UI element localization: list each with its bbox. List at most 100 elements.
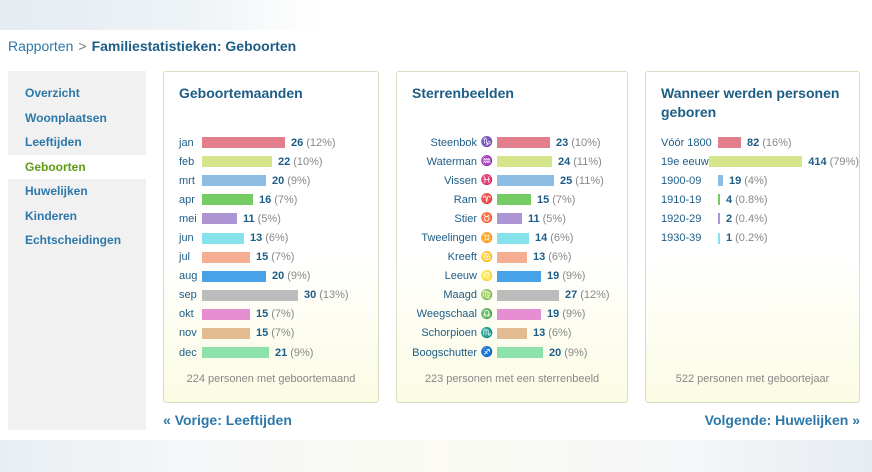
zodiac-panel-title: Sterrenbeelden [412, 84, 617, 103]
periods-row-percent: (0.8%) [735, 194, 767, 206]
zodiac-row-value: 24 [558, 156, 570, 168]
months-row-value: 26 [291, 137, 303, 149]
zodiac-row-label: Leeuw [397, 270, 477, 282]
zodiac-row-percent: (12%) [580, 289, 609, 301]
months-row: mrt 20 (9%) [164, 171, 378, 190]
zodiac-row-percent: (9%) [562, 270, 585, 282]
periods-row-value: 1 [726, 232, 732, 244]
months-row-value: 30 [304, 289, 316, 301]
periods-bar [709, 156, 803, 167]
zodiac-row-label: Maagd [397, 289, 477, 301]
aries-icon: ♈ [477, 194, 497, 205]
zodiac-bar [497, 328, 527, 339]
zodiac-bar [497, 233, 529, 244]
zodiac-row: Maagd ♍ 27 (12%) [397, 286, 627, 305]
periods-row: 19e eeuw 414 (79%) [646, 152, 859, 171]
breadcrumb-root-link[interactable]: Rapporten [8, 38, 73, 54]
periods-row-value: 4 [726, 194, 732, 206]
periods-row-value: 82 [747, 137, 759, 149]
months-row-label: mei [164, 213, 202, 225]
zodiac-row: Steenbok ♑ 23 (10%) [397, 133, 627, 152]
months-row-label: aug [164, 270, 202, 282]
bottom-blur-strip [0, 440, 872, 472]
zodiac-row-percent: (9%) [562, 308, 585, 320]
zodiac-row-label: Stier [397, 213, 477, 225]
months-row-label: mrt [164, 175, 202, 187]
months-row-percent: (13%) [319, 289, 348, 301]
months-row-label: apr [164, 194, 202, 206]
periods-bar [718, 233, 720, 244]
sidebar-item-woonplaatsen[interactable]: Woonplaatsen [8, 106, 146, 131]
periods-row: 1900-09 19 (4%) [646, 171, 859, 190]
periods-row-value: 2 [726, 213, 732, 225]
months-row-value: 15 [256, 327, 268, 339]
zodiac-row-percent: (6%) [550, 232, 573, 244]
months-row-value: 11 [243, 213, 255, 225]
sidebar-item-huwelijken[interactable]: Huwelijken [8, 179, 146, 204]
periods-bar [718, 194, 720, 205]
months-bar [202, 290, 298, 301]
months-row-percent: (9%) [287, 270, 310, 282]
zodiac-row-value: 20 [549, 347, 561, 359]
months-row-value: 22 [278, 156, 290, 168]
periods-bar [718, 137, 741, 148]
zodiac-row-label: Schorpioen [397, 327, 477, 339]
periods-panel-footer: 522 personen met geboortejaar [646, 373, 859, 385]
months-row: sep 30 (13%) [164, 286, 378, 305]
periods-panel-title: Wanneer werden personen geboren [661, 84, 849, 122]
months-bar [202, 309, 250, 320]
zodiac-row-value: 19 [547, 308, 559, 320]
months-row-value: 15 [256, 308, 268, 320]
periods-row-percent: (0.2%) [735, 232, 767, 244]
months-row-label: feb [164, 156, 202, 168]
months-row: jul 15 (7%) [164, 248, 378, 267]
months-row-label: nov [164, 327, 202, 339]
zodiac-row-value: 27 [565, 289, 577, 301]
zodiac-row-value: 15 [537, 194, 549, 206]
periods-row-value: 414 [808, 156, 826, 168]
months-bar [202, 137, 285, 148]
periods-row: Vóór 1800 82 (16%) [646, 133, 859, 152]
sidebar-item-overzicht[interactable]: Overzicht [8, 81, 146, 106]
periods-row-label: Vóór 1800 [646, 137, 718, 149]
months-bar [202, 156, 272, 167]
zodiac-row-value: 14 [535, 232, 547, 244]
months-row: apr 16 (7%) [164, 190, 378, 209]
months-chart: jan 26 (12%) feb 22 (10%) mrt 20 (9%) apr 16 (7%) me… [164, 133, 378, 362]
months-row-percent: (7%) [271, 251, 294, 263]
months-row-label: jun [164, 232, 202, 244]
zodiac-row-percent: (10%) [571, 137, 600, 149]
months-row-label: dec [164, 347, 202, 359]
aquarius-icon: ♒ [477, 156, 497, 167]
zodiac-row: Kreeft ♋ 13 (6%) [397, 248, 627, 267]
periods-row-percent: (79%) [830, 156, 859, 168]
sagittarius-icon: ♐ [477, 347, 497, 358]
zodiac-row: Tweelingen ♊ 14 (6%) [397, 228, 627, 247]
next-page-link[interactable]: Volgende: Huwelijken » [705, 412, 860, 428]
zodiac-bar [497, 156, 552, 167]
zodiac-row: Vissen ♓ 25 (11%) [397, 171, 627, 190]
zodiac-bar [497, 175, 554, 186]
periods-row-label: 19e eeuw [646, 156, 709, 168]
zodiac-row-label: Kreeft [397, 251, 477, 263]
months-row-label: sep [164, 289, 202, 301]
zodiac-row-label: Steenbok [397, 137, 477, 149]
months-row-value: 15 [256, 251, 268, 263]
sidebar-item-geboorten[interactable]: Geboorten [8, 155, 146, 180]
zodiac-row: Boogschutter ♐ 20 (9%) [397, 343, 627, 362]
months-bar [202, 233, 244, 244]
prev-page-link[interactable]: « Vorige: Leeftijden [163, 412, 292, 428]
sidebar-item-echtscheidingen[interactable]: Echtscheidingen [8, 228, 146, 253]
zodiac-row: Stier ♉ 11 (5%) [397, 209, 627, 228]
page-title: Familiestatistieken: Geboorten [92, 38, 297, 54]
months-row: dec 21 (9%) [164, 343, 378, 362]
prev-page-label: Vorige: Leeftijden [175, 412, 292, 428]
zodiac-row-percent: (11%) [575, 175, 604, 187]
zodiac-panel: Sterrenbeelden Steenbok ♑ 23 (10%) Waterman ♒… [396, 71, 628, 403]
months-row-value: 20 [272, 175, 284, 187]
periods-bar [718, 213, 720, 224]
zodiac-panel-footer: 223 personen met een sterrenbeeld [397, 373, 627, 385]
sidebar-item-kinderen[interactable]: Kinderen [8, 204, 146, 229]
virgo-icon: ♍ [477, 290, 497, 301]
sidebar-item-leeftijden[interactable]: Leeftijden [8, 130, 146, 155]
